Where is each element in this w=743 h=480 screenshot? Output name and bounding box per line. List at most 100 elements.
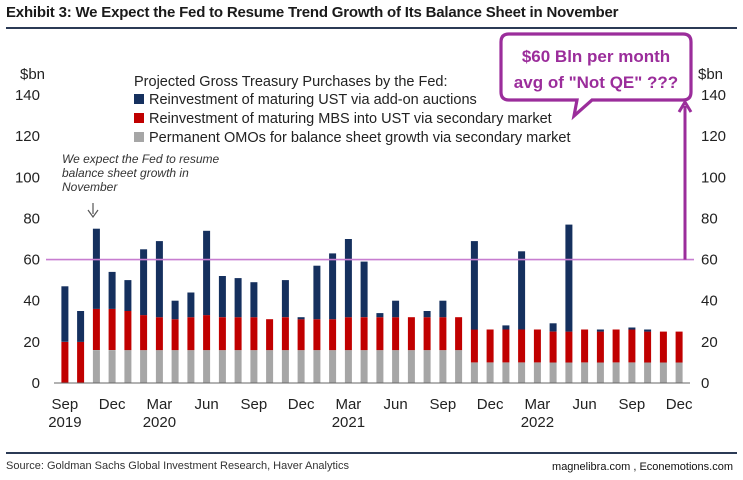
x-tick-label: Sep bbox=[241, 396, 268, 413]
bar-segment-series-0 bbox=[455, 350, 463, 383]
bar-segment-series-2 bbox=[549, 323, 557, 332]
bar-segment-series-1 bbox=[659, 331, 667, 363]
source-note: Source: Goldman Sachs Global Investment … bbox=[6, 460, 349, 472]
credit-note: magnelibra.com , Econemotions.com bbox=[552, 461, 733, 473]
legend-swatch bbox=[134, 94, 144, 104]
bar-segment-series-0 bbox=[187, 350, 195, 383]
bar-segment-series-0 bbox=[297, 350, 305, 383]
bar-segment-series-1 bbox=[518, 329, 526, 363]
bar-segment-series-0 bbox=[266, 350, 274, 383]
bar-segment-series-1 bbox=[407, 317, 415, 351]
bar-segment-series-0 bbox=[565, 362, 573, 383]
x-tick-label: Dec bbox=[666, 396, 693, 413]
x-tick-label: Dec bbox=[288, 396, 315, 413]
exhibit-title: Exhibit 3: We Expect the Fed to Resume T… bbox=[6, 4, 619, 21]
bar-segment-series-0 bbox=[171, 350, 179, 383]
bar-segment-series-2 bbox=[628, 327, 636, 330]
bar-segment-series-0 bbox=[92, 350, 100, 383]
bar-segment-series-0 bbox=[675, 362, 683, 383]
bar-segment-series-1 bbox=[486, 329, 494, 363]
x-tick-label: Jun bbox=[384, 396, 408, 413]
bar-segment-series-2 bbox=[439, 300, 447, 318]
note-line: We expect the Fed to resume bbox=[62, 152, 220, 166]
y-unit-right: $bn bbox=[698, 66, 723, 83]
y-tick-label-left: 40 bbox=[23, 293, 40, 310]
bar-segment-series-0 bbox=[140, 350, 148, 383]
legend-label: Reinvestment of maturing MBS into UST vi… bbox=[149, 111, 552, 127]
bar-segment-series-2 bbox=[187, 292, 195, 318]
bar-segment-series-2 bbox=[171, 300, 179, 320]
bar-segment-series-0 bbox=[281, 350, 289, 383]
x-year-label: 2021 bbox=[332, 414, 365, 431]
y-tick-label-right: 40 bbox=[701, 293, 718, 310]
bar-segment-series-0 bbox=[203, 350, 211, 383]
bar-segment-series-2 bbox=[376, 313, 384, 318]
y-axis-right: 0 20 40 60 80 100 120 140 bbox=[701, 87, 726, 392]
bar-segment-series-1 bbox=[281, 317, 289, 351]
bar-segment-series-2 bbox=[644, 329, 652, 332]
bar-segment-series-0 bbox=[612, 362, 620, 383]
bar-segment-series-1 bbox=[140, 315, 148, 351]
bar-segment-series-1 bbox=[439, 317, 447, 351]
y-tick-label-right: 100 bbox=[701, 169, 726, 186]
bar-segment-series-1 bbox=[313, 319, 321, 351]
bar-segment-series-2 bbox=[518, 251, 526, 330]
bar-segment-series-0 bbox=[392, 350, 400, 383]
bar-segment-series-1 bbox=[423, 317, 431, 351]
bar-segment-series-0 bbox=[344, 350, 352, 383]
bar-segment-series-2 bbox=[218, 276, 226, 318]
y-tick-label-left: 60 bbox=[23, 252, 40, 269]
bar-segment-series-0 bbox=[108, 350, 116, 383]
bar-segment-series-1 bbox=[124, 311, 132, 351]
bar-segment-series-2 bbox=[470, 241, 478, 330]
bar-segment-series-1 bbox=[455, 317, 463, 351]
bar-segment-series-2 bbox=[313, 265, 321, 320]
x-tick-label: Sep bbox=[52, 396, 79, 413]
bar-segment-series-1 bbox=[329, 319, 337, 351]
x-tick-label: Jun bbox=[573, 396, 597, 413]
bar-segment-series-0 bbox=[486, 362, 494, 383]
bar-segment-series-2 bbox=[392, 300, 400, 318]
y-tick-label-right: 60 bbox=[701, 252, 718, 269]
bar-segment-series-2 bbox=[108, 271, 116, 309]
x-year-label: 2019 bbox=[48, 414, 81, 431]
bar-segment-series-1 bbox=[581, 329, 589, 363]
y-tick-label-right: 20 bbox=[701, 334, 718, 351]
title-divider bbox=[6, 27, 737, 29]
bar-segment-series-2 bbox=[344, 239, 352, 318]
bar-segment-series-1 bbox=[187, 317, 195, 351]
bar-segment-series-1 bbox=[675, 331, 683, 363]
x-tick-label: Jun bbox=[195, 396, 219, 413]
bar-segment-series-1 bbox=[470, 329, 478, 363]
y-tick-label-right: 0 bbox=[701, 375, 709, 392]
bar-segment-series-0 bbox=[549, 362, 557, 383]
y-tick-label-left: 120 bbox=[15, 128, 40, 145]
bar-segment-series-0 bbox=[313, 350, 321, 383]
bar-segment-series-1 bbox=[203, 315, 211, 351]
bar-segment-series-2 bbox=[281, 280, 289, 318]
bar-segment-series-0 bbox=[596, 362, 604, 383]
x-year-label: 2020 bbox=[143, 414, 176, 431]
bar-segment-series-2 bbox=[77, 311, 85, 342]
legend: Projected Gross Treasury Purchases by th… bbox=[134, 74, 571, 146]
bar-segment-series-0 bbox=[659, 362, 667, 383]
bar-segment-series-0 bbox=[234, 350, 242, 383]
annotation-callout: $60 Bln per month avg of "Not QE" ??? bbox=[499, 32, 693, 260]
callout-arrow-head bbox=[677, 99, 693, 113]
x-tick-label: Dec bbox=[99, 396, 126, 413]
x-tick-label: Sep bbox=[430, 396, 457, 413]
bar-segment-series-1 bbox=[360, 317, 368, 351]
note-arrow-head bbox=[87, 209, 99, 219]
bar-segment-series-0 bbox=[423, 350, 431, 383]
bar-segment-series-1 bbox=[392, 317, 400, 351]
bar-segment-series-1 bbox=[77, 341, 85, 383]
bar-segment-series-1 bbox=[596, 331, 604, 363]
bar-segment-series-0 bbox=[155, 350, 163, 383]
bar-segment-series-1 bbox=[502, 329, 510, 363]
bar-segment-series-2 bbox=[360, 261, 368, 318]
callout-line-1: $60 Bln per month bbox=[522, 47, 670, 66]
bar-segment-series-1 bbox=[61, 341, 69, 383]
y-tick-label-right: 140 bbox=[701, 87, 726, 104]
bar-segment-series-2 bbox=[155, 241, 163, 318]
bar-segment-series-1 bbox=[644, 331, 652, 363]
